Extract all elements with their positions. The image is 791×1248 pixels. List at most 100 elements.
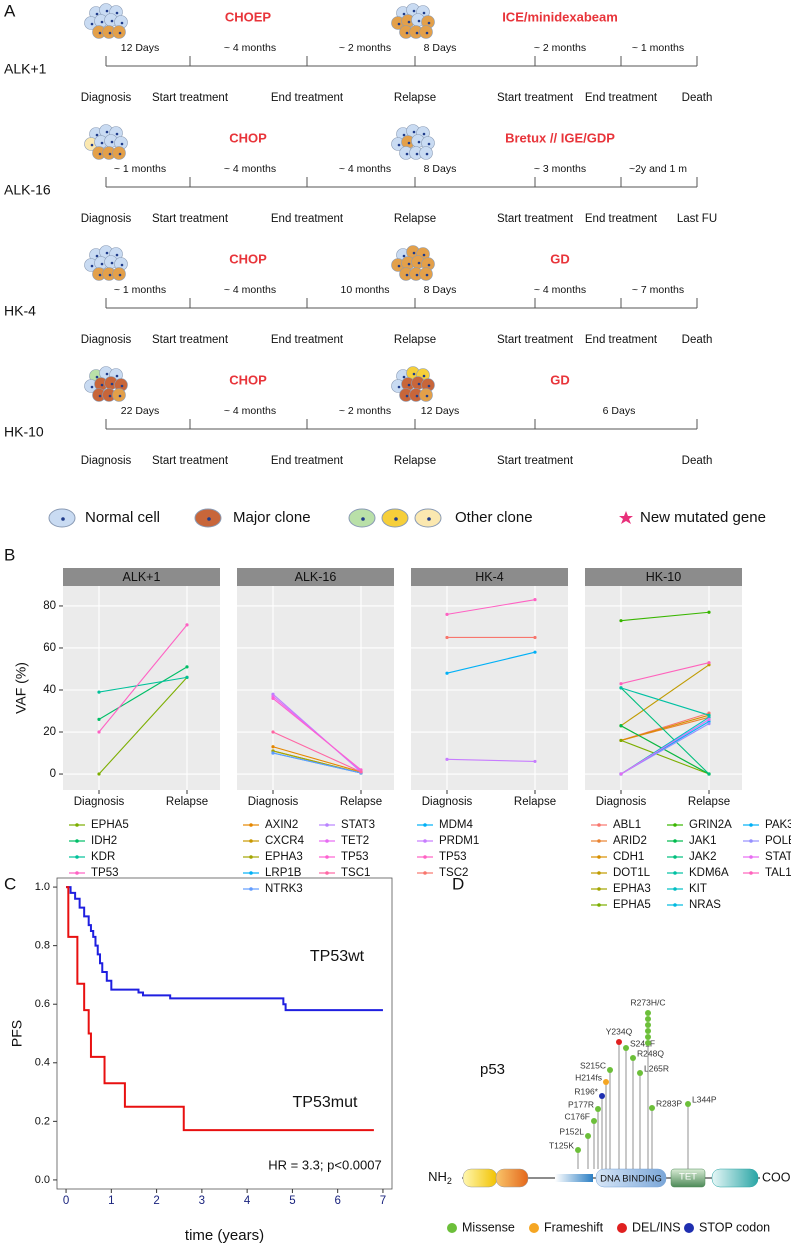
nucleus: [100, 262, 104, 266]
nucleus: [425, 273, 429, 277]
facet-title: HK-4: [475, 570, 504, 584]
nucleus: [412, 130, 416, 134]
cell-cluster: [84, 124, 128, 160]
legend-dot: [617, 1223, 627, 1233]
y-tick-label: 1.0: [35, 881, 50, 893]
annotation: HR = 3.3; p<0.0007: [268, 1157, 381, 1172]
legend-key-dot: [749, 823, 753, 827]
legend-label: TSC2: [439, 867, 468, 879]
nucleus: [427, 263, 431, 267]
event: End treatment: [585, 334, 658, 346]
nucleus: [422, 11, 426, 15]
nucleus: [120, 142, 124, 146]
y-tick-label: 80: [43, 600, 56, 612]
nucleus: [90, 143, 94, 147]
event: Death: [682, 334, 713, 346]
domain-ta2: [495, 1168, 529, 1188]
series-line: [620, 723, 710, 775]
nucleus: [118, 273, 122, 277]
event: Start treatment: [497, 334, 574, 346]
x-tick-label: 6: [334, 1195, 340, 1207]
domain-pr: [555, 1174, 593, 1182]
series-line: [620, 725, 710, 775]
mutation-dot: [645, 1028, 651, 1034]
nucleus: [95, 254, 99, 258]
interval: ~ 2 months: [339, 42, 391, 54]
nucleus: [115, 11, 119, 15]
nucleus: [402, 375, 406, 379]
legend-key-dot: [249, 823, 253, 827]
mutation-dots: [607, 1067, 613, 1073]
nucleus: [207, 517, 211, 521]
mutation-dots: [585, 1133, 591, 1139]
nucleus: [415, 394, 419, 398]
y-tick-label: 0.6: [35, 998, 50, 1010]
mutation-dot: [645, 1016, 651, 1022]
interval: ~ 2 months: [339, 405, 391, 417]
legend-label: JAK2: [689, 851, 717, 863]
nucleus: [108, 152, 112, 156]
x-tick-label: Relapse: [166, 796, 208, 808]
nucleus: [415, 152, 419, 156]
series-point: [619, 682, 623, 686]
x-tick-label: 4: [244, 1195, 251, 1207]
nucleus: [397, 385, 401, 389]
patient-label: HK-4: [4, 303, 36, 319]
nucleus: [110, 140, 114, 144]
nucleus: [407, 141, 411, 145]
event: End treatment: [271, 334, 344, 346]
nucleus: [120, 263, 124, 267]
event: Start treatment: [497, 92, 574, 104]
nucleus: [422, 253, 426, 257]
series-line: [98, 676, 188, 693]
legend-key-dot: [673, 823, 677, 827]
series-point: [271, 696, 275, 700]
legend-key-dot: [75, 823, 79, 827]
series-point: [445, 757, 449, 761]
mutation-dot: [603, 1079, 609, 1085]
legend-dot: [447, 1223, 457, 1233]
series-point: [707, 772, 711, 776]
mutation-dots: [685, 1101, 691, 1107]
content: A B C D ALK+1 CHOEP ICE/minidexabeam Diagnosis S…: [4, 1, 791, 1243]
nucleus: [427, 21, 431, 25]
cell-cluster: [391, 245, 435, 281]
interval: ~ 4 months: [534, 284, 586, 296]
mutation-label: S241F: [630, 1038, 655, 1048]
nucleus: [98, 31, 102, 35]
series-line: [272, 752, 362, 774]
series-line: [620, 687, 710, 716]
legend-label: NRAS: [689, 899, 721, 911]
series-point: [97, 730, 101, 734]
n-terminus-text: NH: [428, 1169, 447, 1184]
nucleus: [118, 152, 122, 156]
mutation-label: C176F: [564, 1111, 590, 1121]
treatment: GD: [550, 372, 570, 387]
facet-header: [63, 568, 220, 586]
patient-label: ALK-16: [4, 182, 51, 198]
series-point: [707, 610, 711, 614]
nucleus: [115, 253, 119, 257]
series-line: [272, 746, 362, 773]
event: Start treatment: [152, 334, 229, 346]
cell-cluster: [84, 245, 128, 281]
legend-label: PRDM1: [439, 835, 479, 847]
facet-title: HK-10: [646, 570, 681, 584]
mutation-dots: [595, 1106, 601, 1112]
nucleus: [120, 21, 124, 25]
facet-header: [411, 568, 568, 586]
nucleus: [425, 394, 429, 398]
series-point: [619, 686, 623, 690]
series-point: [445, 612, 449, 616]
curve-label: TP53mut: [293, 1094, 358, 1111]
domain-dbd: [595, 1168, 667, 1188]
nucleus: [108, 273, 112, 277]
series-line: [620, 687, 710, 775]
nucleus: [415, 273, 419, 277]
event: Start treatment: [152, 92, 229, 104]
cell-cluster: [391, 124, 435, 160]
legend-key-dot: [325, 823, 329, 827]
n-terminus: NH2: [428, 1169, 452, 1186]
nucleus: [110, 261, 114, 265]
series-point: [185, 665, 189, 669]
